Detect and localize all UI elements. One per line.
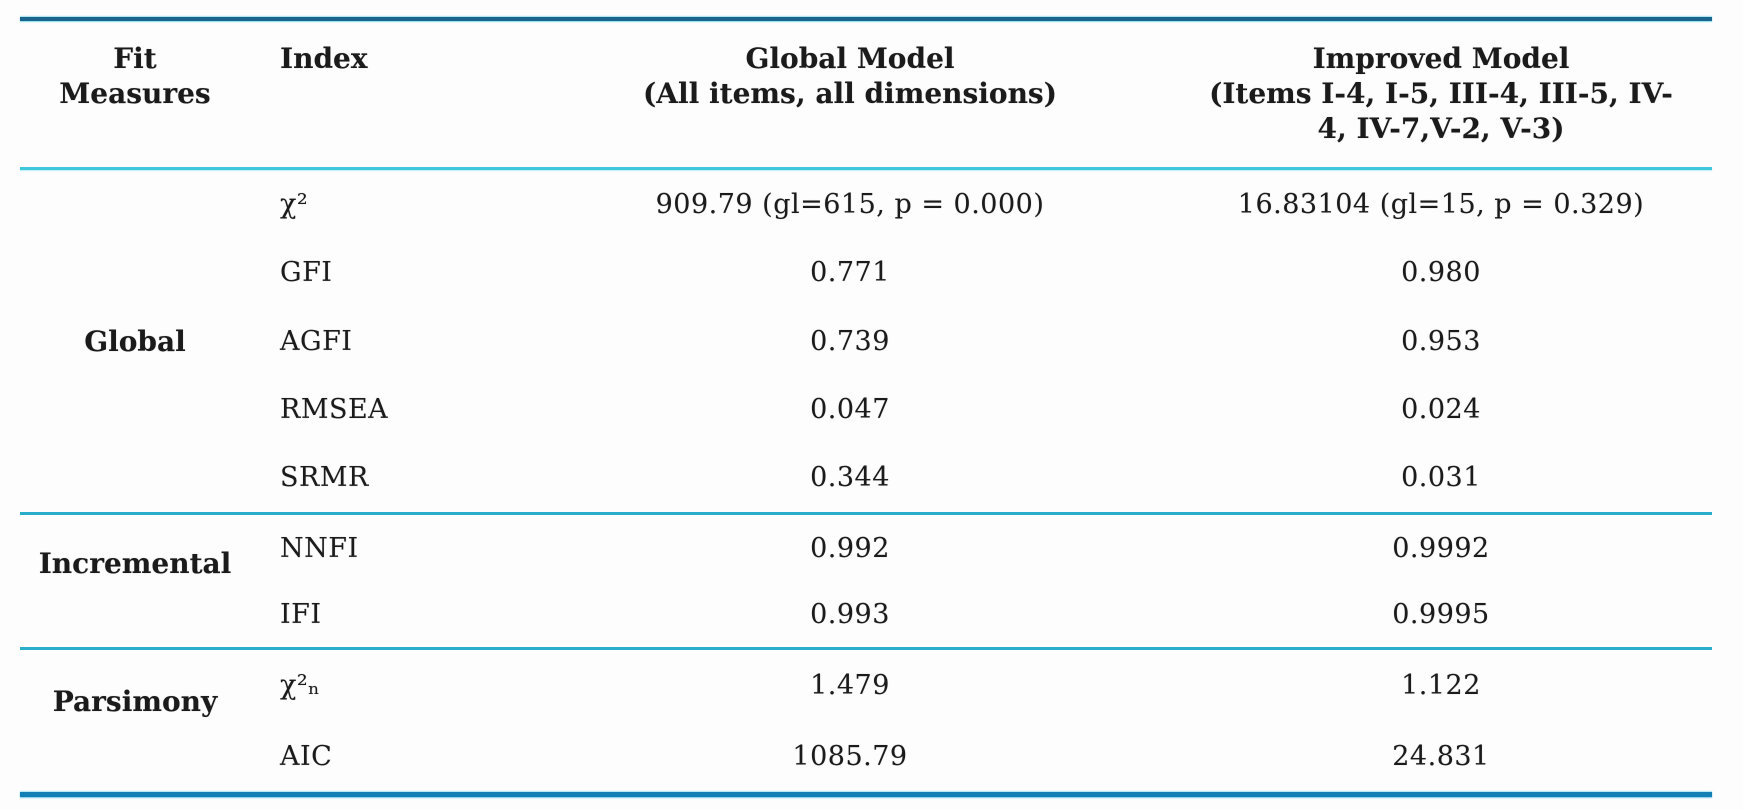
table-row: RMSEA 0.047 0.024 [250,375,1712,443]
section-incremental: Incremental NNFI 0.992 0.9992 IFI 0.993 … [20,515,1712,647]
header-improved-model-title: Improved Model [1312,42,1570,75]
group-label-parsimony: Parsimony [52,684,218,718]
global-model-value: 0.771 [810,257,890,289]
table-row: GFI 0.771 0.980 [250,238,1712,306]
header-col-improved-model: Improved Model (Items I-4, I-5, III-4, I… [1170,41,1712,167]
section-separator-rule [20,512,1712,515]
global-model-value: 0.344 [810,462,890,494]
section-global: Global χ² 909.79 (gl=615, p = 0.000) 16.… [20,170,1712,512]
header-fit-measures-label: Fit Measures [59,42,211,110]
row-index-label: NNFI [280,532,359,564]
table-row: SRMR 0.344 0.031 [250,444,1712,512]
table-row: AIC 1085.79 24.831 [250,721,1712,792]
header-col-global-model: Global Model (All items, all dimensions) [530,41,1170,167]
row-index-label: IFI [280,598,322,630]
section-separator-rule [20,647,1712,650]
header-global-model-title: Global Model [745,42,955,75]
global-model-value: 0.992 [810,532,890,564]
row-index-label: AGFI [280,325,353,357]
improved-model-value: 0.031 [1401,462,1481,494]
improved-model-value: 0.9995 [1392,598,1490,630]
row-index-label: AIC [280,741,333,772]
global-model-value: 1.479 [810,670,890,701]
table-header-row: Fit Measures Index Global Model (All ite… [20,21,1712,167]
improved-model-value: 0.953 [1401,325,1481,357]
section-parsimony: Parsimony χ²ₙ 1.479 1.122 AIC 1085.79 24… [20,650,1712,792]
improved-model-value: 0.024 [1401,393,1481,425]
header-improved-model-subtitle: (Items I-4, I-5, III-4, III-5, IV-4, IV-… [1209,77,1673,145]
group-label-incremental: Incremental [38,546,232,580]
row-index-label: χ²ₙ [280,670,321,701]
table-row: χ² 909.79 (gl=615, p = 0.000) 16.83104 (… [250,170,1712,238]
row-index-label: χ² [280,188,309,220]
global-model-value: 909.79 (gl=615, p = 0.000) [655,188,1045,220]
improved-model-value: 0.980 [1401,257,1481,289]
global-model-value: 0.047 [810,393,890,425]
header-separator-rule [20,167,1712,170]
group-label-global: Global [84,324,186,358]
improved-model-value: 0.9992 [1392,532,1490,564]
table-row: IFI 0.993 0.9995 [250,581,1712,647]
table-bottom-rule [20,792,1712,797]
table-row: χ²ₙ 1.479 1.122 [250,650,1712,721]
header-index-label: Index [280,42,368,75]
improved-model-value: 16.83104 (gl=15, p = 0.329) [1237,188,1645,220]
header-col-fit-measures: Fit Measures [20,41,250,167]
improved-model-value: 24.831 [1392,741,1490,772]
table-row: NNFI 0.992 0.9992 [250,515,1712,581]
row-index-label: GFI [280,257,333,289]
section-incremental-rows: NNFI 0.992 0.9992 IFI 0.993 0.9995 [250,515,1712,647]
row-index-label: SRMR [280,462,369,494]
improved-model-value: 1.122 [1401,670,1481,701]
header-global-model-subtitle: (All items, all dimensions) [643,77,1057,110]
global-model-value: 1085.79 [792,741,908,772]
section-parsimony-rows: χ²ₙ 1.479 1.122 AIC 1085.79 24.831 [250,650,1712,792]
section-global-rows: χ² 909.79 (gl=615, p = 0.000) 16.83104 (… [250,170,1712,512]
table-row: AGFI 0.739 0.953 [250,307,1712,375]
global-model-value: 0.993 [810,598,890,630]
table-top-rule [20,17,1712,21]
global-model-value: 0.739 [810,325,890,357]
row-index-label: RMSEA [280,393,389,425]
